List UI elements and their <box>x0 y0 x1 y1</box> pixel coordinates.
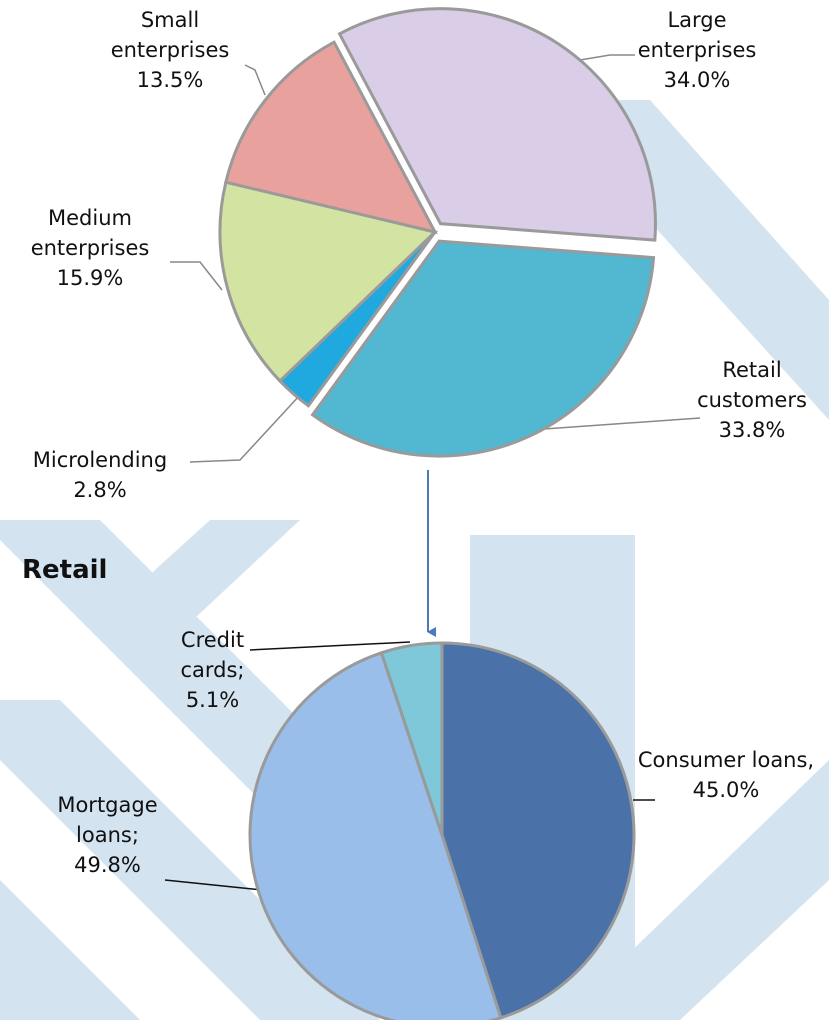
category-label: Credit cards; <box>180 628 245 682</box>
pie-slice <box>337 7 657 242</box>
value-label: 34.0% <box>663 68 731 92</box>
leader-lines <box>164 641 655 891</box>
category-label: Consumer loans, <box>637 748 815 772</box>
chart-title: Retail <box>22 555 108 585</box>
category-label: Large enterprises <box>637 8 757 62</box>
slice-label: Consumer loans, 45.0% <box>635 745 817 805</box>
pie-slice <box>440 641 636 1020</box>
slice-label: Mortgage loans; 49.8% <box>45 790 170 880</box>
slice-label: Credit cards; 5.1% <box>160 625 265 715</box>
category-label: Mortgage loans; <box>57 793 158 847</box>
slice-label: Large enterprises 34.0% <box>622 5 772 95</box>
value-label: 33.8% <box>718 418 786 442</box>
pie-slice <box>248 650 503 1020</box>
value-label: 2.8% <box>73 478 127 502</box>
category-label: Small enterprises <box>110 8 230 62</box>
slice-label: Medium enterprises 15.9% <box>10 203 170 293</box>
value-label: 13.5% <box>136 68 204 92</box>
pie-slice <box>218 180 439 384</box>
pie-slice <box>224 40 438 235</box>
slice-label: Microlending 2.8% <box>10 445 190 505</box>
category-label: Medium enterprises <box>30 206 150 260</box>
value-label: 5.1% <box>185 688 240 712</box>
category-label: Microlending <box>32 448 168 472</box>
slice-label: Retail customers 33.8% <box>672 355 829 445</box>
value-label: 15.9% <box>56 266 124 290</box>
value-label: 49.8% <box>74 853 141 877</box>
category-label: Retail customers <box>697 358 807 412</box>
pie-slice <box>379 641 444 836</box>
leader-lines <box>170 54 701 463</box>
value-label: 45.0% <box>692 778 760 802</box>
pie-slice <box>310 239 656 458</box>
slice-label: Small enterprises 13.5% <box>95 5 245 95</box>
